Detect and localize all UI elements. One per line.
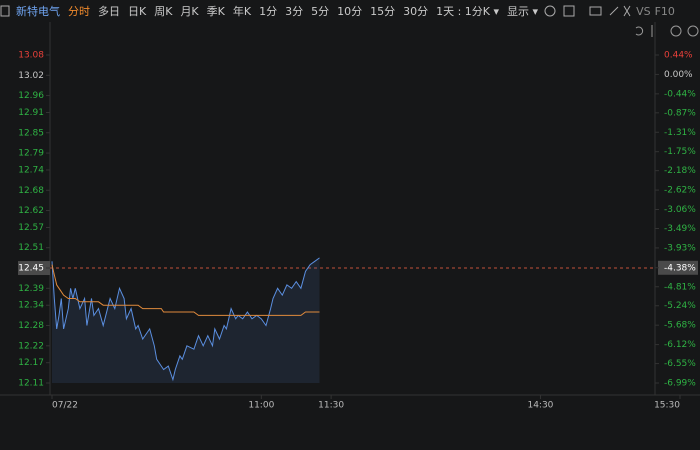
x-tick-label: 11:00 [248, 401, 274, 411]
y2-tick-label: -1.75% [664, 147, 696, 157]
y-tick-label: 12.57 [18, 223, 44, 233]
y-tick-label: 12.79 [18, 149, 44, 159]
period-tab[interactable]: 10分 [337, 5, 363, 18]
toggle[interactable] [0, 5, 10, 17]
tick-highlight [18, 261, 50, 276]
y2-tick-label: -4.38% [664, 263, 696, 273]
y2-tick-label: -4.81% [664, 282, 696, 292]
y-tick-label: 12.62 [18, 206, 44, 216]
period-tab[interactable]: 多日 [98, 5, 120, 18]
x-tick-label: 14:30 [527, 401, 553, 411]
y2-tick-label: -2.18% [664, 166, 696, 176]
y2-tick-label: -5.68% [664, 321, 696, 331]
period-tab[interactable]: 30分 [403, 5, 429, 18]
chart-controls[interactable] [635, 25, 699, 37]
period-tab[interactable]: 年K [232, 5, 252, 18]
y-tick-label: 12.11 [18, 379, 44, 389]
y2-tick-label: -6.99% [664, 379, 696, 389]
y2-tick-label: -3.93% [664, 243, 696, 253]
toolbar: 新特电气 分时 多日 日K 周K 月K 季K 年K 1分 3分 5分 10分 15分 30分 1天 : … [0, 0, 700, 22]
period-tab[interactable]: 分时 [68, 5, 90, 18]
range-select[interactable]: 1天 : 1分K ▾ [436, 5, 500, 18]
y-tick-label: 12.96 [18, 91, 44, 101]
average-line [51, 264, 320, 316]
x-tick-label: 15:30 [654, 401, 680, 411]
period-tab[interactable]: 日K [128, 5, 147, 18]
y-tick-label: 12.28 [18, 321, 44, 331]
y-tick-label: 12.74 [18, 165, 44, 175]
y-tick-label: 12.51 [18, 243, 44, 253]
y-tick-label: 12.39 [18, 284, 44, 294]
y-tick-label: 12.85 [18, 128, 44, 138]
vs[interactable]: VS [636, 4, 651, 18]
f10[interactable]: F10 [654, 4, 675, 18]
period-tab[interactable]: 5分 [311, 5, 330, 18]
y2-tick-label: -6.12% [664, 340, 696, 350]
period-tab[interactable]: 周K [154, 5, 173, 18]
y-tick-label: 12.34 [18, 301, 44, 311]
y2-tick-label: -2.62% [664, 186, 696, 196]
price-line [51, 257, 320, 382]
y-tick-label: 12.68 [18, 186, 44, 196]
y2-tick-label: -1.31% [664, 128, 696, 138]
period-tab[interactable]: 3分 [285, 5, 304, 18]
period-tab[interactable]: 1分 [259, 5, 278, 18]
y2-tick-label: -5.24% [664, 301, 696, 311]
y2-tick-label: -3.49% [664, 224, 696, 234]
y2-tick-label: -0.87% [664, 108, 696, 118]
range: 1天 : 1分K [436, 5, 491, 18]
periods: 分时 多日 日K 周K 月K 季K 年K 1分 3分 5分 10分 15分 30分 [64, 3, 432, 19]
y-tick-label: 13.02 [18, 71, 44, 81]
display-menu[interactable]: 显示 ▾ [507, 5, 539, 18]
y2-tick-label: -0.44% [664, 89, 696, 99]
y-tick-label: 13.08 [18, 51, 44, 61]
y2-tick-label: -6.55% [664, 359, 696, 369]
x-tick-label: 07/22 [52, 401, 78, 411]
period-tab[interactable]: 15分 [370, 5, 396, 18]
chart: 13.08 13.02 12.96 12.91 12.85 12.79 12.74 12.68… [0, 22, 700, 411]
y-tick-label: 12.45 [18, 264, 44, 274]
x-tick-label: 11:30 [318, 401, 344, 411]
y-tick-label: 12.22 [18, 341, 44, 351]
y2-tick-label: -3.06% [664, 205, 696, 215]
display: 显示 [507, 5, 530, 18]
y-tick-label: 12.91 [18, 108, 44, 118]
tick-highlight [658, 260, 698, 275]
price-area [52, 257, 320, 383]
period-tab[interactable]: 月K [180, 5, 199, 18]
period-tab[interactable]: 季K [206, 5, 225, 18]
stock-name[interactable]: 新特电气 [16, 5, 60, 18]
tool-icons[interactable] [542, 3, 632, 19]
y-tick-label: 12.17 [18, 358, 44, 368]
y2-tick-label: 0.44% [664, 51, 693, 61]
y2-tick-label: 0.00% [664, 70, 693, 80]
